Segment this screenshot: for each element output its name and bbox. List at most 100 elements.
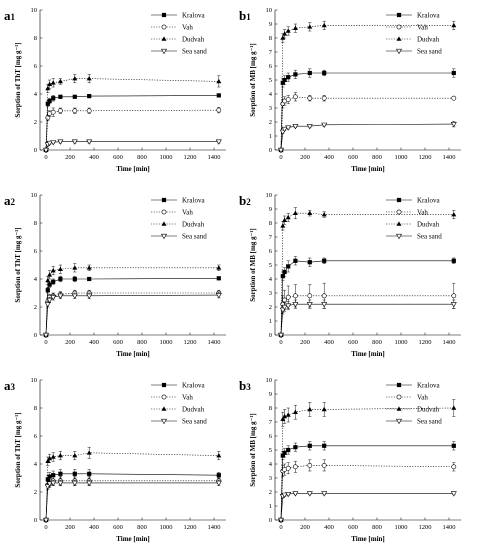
series-line <box>45 292 219 336</box>
panel-a1: 0 2 4 6 8 10 0 200 400 600 800 1000 1200 1400 Time [mi… <box>4 7 226 173</box>
data-point <box>71 139 78 145</box>
y-tick-label: 6 <box>34 433 38 440</box>
legend-marker <box>396 197 402 203</box>
legend-marker <box>396 221 402 226</box>
legend-marker <box>395 233 403 240</box>
panel-label-letter: a <box>4 193 11 208</box>
x-axis-title: Time [min] <box>116 535 150 543</box>
data-point <box>45 477 50 482</box>
x-tick-label: 800 <box>137 339 147 346</box>
y-tick-label: 10 <box>266 7 273 14</box>
y-tick-label: 10 <box>31 192 38 199</box>
legend-entry: Dudvah <box>417 405 440 413</box>
x-tick-label: 600 <box>348 339 358 346</box>
series-kralova <box>278 256 456 338</box>
panel-label-number: 3 <box>11 382 16 392</box>
x-tick-label: 1400 <box>443 154 456 161</box>
series-line <box>45 277 219 336</box>
x-tick-label: 800 <box>137 154 147 161</box>
x-tick-label: 1200 <box>419 524 432 531</box>
x-tick-label: 400 <box>89 154 99 161</box>
data-point <box>86 450 92 455</box>
legend-marker <box>396 12 402 18</box>
data-point <box>321 95 327 101</box>
data-point <box>57 293 64 300</box>
data-point <box>216 276 221 281</box>
y-tick-label: 9 <box>269 391 272 398</box>
panel-label-letter: b <box>239 378 246 393</box>
y-axis-title: Sorption of MB [mg g⁻¹] <box>249 43 257 116</box>
data-point <box>450 302 457 308</box>
data-point <box>46 140 53 147</box>
data-point <box>87 276 92 282</box>
legend-entry: Dudvah <box>417 220 440 228</box>
x-tick-label: 1200 <box>184 339 197 346</box>
y-tick-label: 6 <box>34 248 38 255</box>
y-axis-title: Sorption of ThT [mg g⁻¹] <box>14 227 22 302</box>
data-point <box>285 491 292 498</box>
data-point <box>215 480 222 487</box>
series-line <box>45 294 219 336</box>
legend: Kralova Vah Dudvah Sea sand <box>151 196 207 240</box>
data-point <box>44 302 51 308</box>
data-point <box>292 302 299 308</box>
data-point <box>50 480 57 487</box>
panel-label: b3 <box>239 378 251 393</box>
panel-label: a3 <box>4 378 16 393</box>
data-point <box>321 491 328 497</box>
data-point <box>45 101 50 106</box>
data-point <box>451 443 456 448</box>
x-tick-label: 800 <box>372 339 382 346</box>
x-tick-label: 400 <box>324 339 334 346</box>
series-line <box>45 141 219 151</box>
legend: Kralova Vah Dudvah Sea sand <box>386 11 442 55</box>
y-tick-label: 4 <box>269 276 273 283</box>
y-tick-label: 4 <box>34 91 38 98</box>
data-point <box>292 491 299 497</box>
y-tick-label: 5 <box>269 447 272 454</box>
legend-marker <box>161 209 167 215</box>
series-vah <box>278 459 457 523</box>
legend-marker <box>396 394 402 400</box>
data-point <box>86 265 92 270</box>
panel-label-number: 2 <box>246 197 251 207</box>
y-tick-label: 2 <box>269 489 272 496</box>
y-tick-label: 6 <box>34 63 38 70</box>
data-point <box>321 302 328 308</box>
x-tick-label: 400 <box>89 339 99 346</box>
series-line <box>280 465 454 521</box>
data-point <box>285 294 291 300</box>
y-tick-label: 8 <box>269 35 272 42</box>
legend-marker <box>161 406 167 411</box>
data-point <box>46 297 53 304</box>
legend-marker <box>396 406 402 411</box>
data-point <box>280 223 286 228</box>
y-tick-label: 4 <box>34 276 38 283</box>
data-point <box>293 72 298 77</box>
data-point <box>72 94 77 99</box>
x-tick-label: 1200 <box>184 154 197 161</box>
y-tick-label: 0 <box>269 517 272 524</box>
y-tick-label: 3 <box>269 475 272 482</box>
data-point <box>57 139 64 145</box>
series-dudvah <box>43 74 222 152</box>
panel-b2: 0 1 2 3 4 5 6 7 8 9 10 0 200 400 600 800 1000 1200 1400 Tim… <box>239 192 461 358</box>
data-point <box>282 217 288 222</box>
x-tick-label: 1000 <box>160 524 173 531</box>
panel-label-letter: a <box>4 8 11 23</box>
data-point <box>46 481 53 487</box>
data-point <box>285 28 291 33</box>
y-tick-label: 9 <box>269 206 272 213</box>
data-point <box>57 78 63 84</box>
data-point <box>50 80 56 85</box>
panel-label-number: 1 <box>246 12 251 22</box>
x-tick-label: 800 <box>137 524 147 531</box>
legend-entry: Vah <box>182 23 193 31</box>
panel-a3: 0 2 4 6 8 10 0 200 400 600 800 1000 1200 1400 Time [mi… <box>4 377 226 543</box>
data-point <box>216 265 222 270</box>
x-tick-label: 600 <box>348 524 358 531</box>
data-point <box>451 405 457 410</box>
y-tick-label: 1 <box>269 133 272 140</box>
y-tick-label: 8 <box>34 35 37 42</box>
